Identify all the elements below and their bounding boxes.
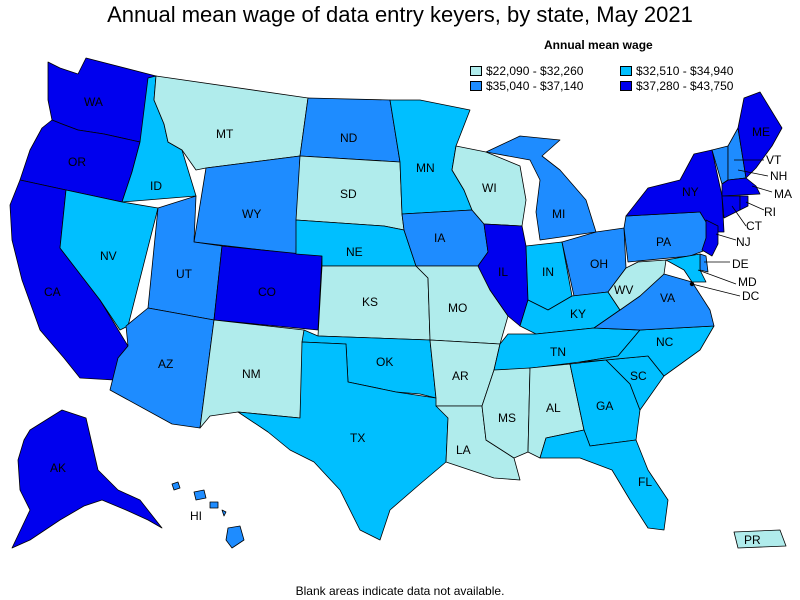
state-label-az: AZ: [158, 357, 173, 371]
leader-lines: [691, 159, 773, 297]
state-label-wv: WV: [614, 283, 633, 297]
state-nj[interactable]: [701, 219, 719, 257]
state-label-oh: OH: [590, 257, 608, 271]
legend-swatch: [470, 81, 482, 91]
state-label-la: LA: [456, 443, 471, 457]
state-label-ks: KS: [362, 295, 378, 309]
state-label-ma: MA: [774, 187, 792, 201]
state-label-nv: NV: [100, 249, 117, 263]
state-hi[interactable]: [171, 481, 245, 549]
state-ri[interactable]: [739, 195, 749, 211]
state-label-nc: NC: [656, 335, 674, 349]
state-label-mo: MO: [448, 301, 467, 315]
legend-label: $37,280 - $43,750: [636, 79, 734, 93]
legend-label: $22,090 - $32,260: [486, 64, 584, 78]
state-label-ri: RI: [764, 205, 776, 219]
state-label-fl: FL: [638, 475, 652, 489]
state-label-hi: HI: [190, 509, 202, 523]
state-label-or: OR: [68, 155, 86, 169]
state-nc[interactable]: [579, 325, 715, 377]
state-label-wi: WI: [482, 181, 497, 195]
state-label-ca: CA: [44, 285, 61, 299]
state-label-ak: AK: [50, 461, 66, 475]
state-label-vt: VT: [766, 153, 782, 167]
state-label-ct: CT: [746, 219, 763, 233]
state-fl[interactable]: [539, 429, 669, 531]
map-title: Annual mean wage of data entry keyers, b…: [107, 2, 693, 27]
state-label-md: MD: [738, 275, 757, 289]
state-label-co: CO: [258, 285, 276, 299]
legend-item-tier-4: $37,280 - $43,750: [620, 79, 770, 93]
state-il[interactable]: [477, 223, 529, 327]
state-label-dc: DC: [742, 289, 760, 303]
state-label-wa: WA: [84, 95, 103, 109]
state-ct[interactable]: [721, 195, 741, 219]
state-de[interactable]: [699, 253, 709, 273]
state-label-ut: UT: [176, 267, 193, 281]
state-label-ok: OK: [376, 355, 393, 369]
legend-title: Annual mean wage: [544, 38, 653, 52]
state-label-pa: PA: [656, 235, 671, 249]
state-tx[interactable]: [237, 341, 449, 541]
state-wy[interactable]: [193, 155, 301, 255]
state-labels: WA OR CA ID NV MT WY UT AZ CO NM ND SD N…: [44, 95, 792, 547]
state-mi[interactable]: [485, 135, 597, 241]
state-label-wy: WY: [242, 207, 261, 221]
state-label-nh: NH: [770, 169, 787, 183]
state-label-ga: GA: [596, 399, 613, 413]
state-label-in: IN: [542, 265, 554, 279]
state-label-ia: IA: [434, 231, 445, 245]
state-label-tx: TX: [350, 431, 365, 445]
legend-item-tier-3: $35,040 - $37,140: [470, 79, 620, 93]
state-label-sc: SC: [630, 369, 647, 383]
state-label-ny: NY: [682, 185, 699, 199]
state-label-il: IL: [498, 265, 508, 279]
state-me[interactable]: [737, 91, 783, 179]
state-label-tn: TN: [550, 345, 566, 359]
state-label-ar: AR: [452, 369, 469, 383]
legend-swatch: [620, 81, 632, 91]
legend-item-tier-1: $22,090 - $32,260: [470, 64, 620, 78]
legend-label: $35,040 - $37,140: [486, 79, 584, 93]
state-label-ky: KY: [570, 307, 586, 321]
state-nd[interactable]: [299, 97, 401, 163]
state-pr[interactable]: [733, 529, 787, 549]
state-label-sd: SD: [340, 187, 357, 201]
state-label-de: DE: [732, 257, 749, 271]
state-md[interactable]: [665, 253, 707, 283]
legend: Annual mean wage $22,090 - $32,260 $32,5…: [470, 38, 770, 93]
legend-item-tier-2: $32,510 - $34,940: [620, 64, 770, 78]
state-label-nm: NM: [242, 367, 261, 381]
state-label-mi: MI: [552, 207, 565, 221]
state-wv[interactable]: [607, 259, 667, 311]
footnote: Blank areas indicate data not available.: [295, 584, 505, 598]
state-label-mt: MT: [216, 127, 234, 141]
state-label-ms: MS: [498, 411, 516, 425]
legend-swatch: [620, 66, 632, 76]
state-label-ne: NE: [346, 245, 363, 259]
state-label-va: VA: [660, 291, 675, 305]
state-label-nj: NJ: [736, 235, 751, 249]
state-nv[interactable]: [59, 189, 159, 331]
state-label-nd: ND: [340, 131, 358, 145]
state-label-pr: PR: [744, 533, 761, 547]
legend-label: $32,510 - $34,940: [636, 64, 734, 78]
state-label-id: ID: [150, 179, 162, 193]
legend-swatch: [470, 66, 482, 76]
state-label-al: AL: [546, 401, 561, 415]
state-ak[interactable]: [11, 409, 163, 549]
state-label-mn: MN: [416, 161, 435, 175]
state-label-me: ME: [752, 125, 770, 139]
